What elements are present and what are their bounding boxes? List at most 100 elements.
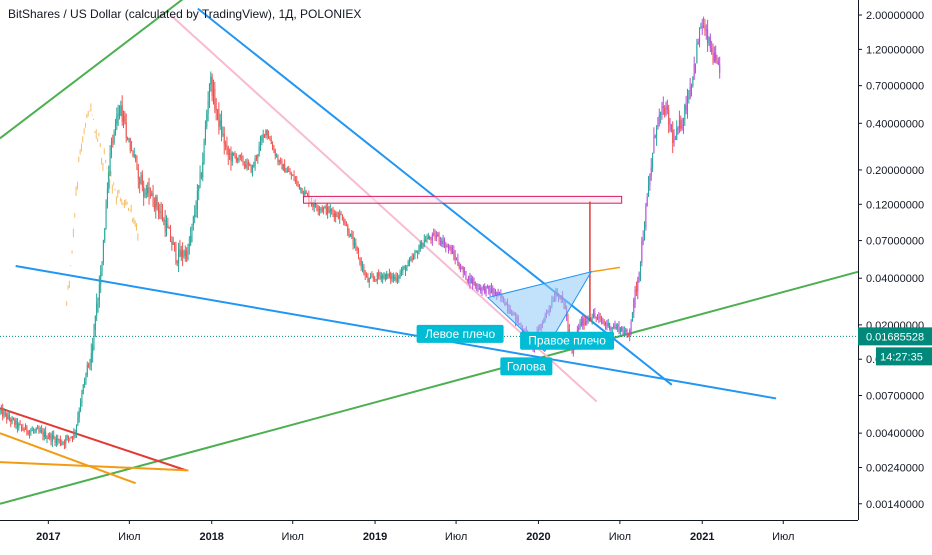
candle-body — [323, 207, 325, 211]
candle-body — [26, 425, 28, 432]
candle-body — [58, 439, 60, 441]
candle-body — [418, 249, 420, 255]
candle-body — [47, 437, 49, 439]
candle-body — [429, 236, 431, 239]
candle-body — [360, 260, 362, 268]
candle-body — [441, 240, 443, 245]
candle-body — [239, 155, 241, 157]
candle-body — [407, 261, 409, 267]
pattern-annotation-box — [520, 331, 615, 350]
candle-body — [351, 233, 353, 237]
candle-body — [478, 287, 480, 290]
y-tick-label: 2.00000000 — [866, 10, 924, 22]
candle-body — [289, 171, 291, 175]
candle-body — [178, 248, 180, 263]
candle-body — [296, 180, 298, 182]
candle-body — [645, 206, 647, 229]
candle-body — [57, 438, 59, 441]
candle-body — [151, 193, 153, 196]
candle-body — [69, 437, 71, 439]
candle-body — [191, 224, 193, 236]
candle-body — [167, 223, 169, 229]
candle-body — [610, 327, 612, 330]
candle-body — [128, 138, 130, 140]
candle-body — [106, 188, 108, 206]
candle-body — [59, 439, 61, 444]
candle-body — [3, 412, 5, 417]
candle-body — [165, 223, 167, 232]
drawing-tools-layer — [0, 0, 859, 505]
candle-body — [302, 193, 304, 195]
candle-body — [657, 117, 659, 128]
candle-body — [599, 317, 601, 319]
y-tick-label: 1.20000000 — [866, 44, 924, 56]
candle-body — [77, 417, 79, 425]
ghost-candle — [105, 159, 107, 164]
candle-body — [102, 240, 104, 262]
candle-body — [230, 153, 232, 162]
candle-body — [673, 139, 675, 144]
candle-body — [359, 258, 361, 261]
candle-body — [196, 190, 198, 210]
candle-body — [6, 413, 8, 420]
candle-body — [104, 228, 106, 241]
candle-body — [208, 84, 210, 101]
candle-body — [190, 235, 192, 245]
candle-body — [261, 137, 263, 141]
candle-body — [183, 255, 185, 257]
candle-body — [461, 267, 463, 270]
candle-body — [703, 26, 705, 28]
ghost-candle — [67, 285, 69, 290]
x-tick-label: Июл — [118, 531, 140, 543]
candle-body — [370, 276, 372, 279]
candle-body — [124, 115, 126, 123]
candle-body — [180, 250, 182, 257]
candle-body — [402, 268, 404, 272]
candle-body — [621, 327, 623, 331]
candle-body — [203, 140, 205, 162]
last-price-badge — [858, 327, 932, 346]
candle-body — [251, 166, 253, 173]
candle-body — [195, 209, 197, 215]
candle-body — [447, 245, 449, 249]
y-tick-label: 0.20000000 — [866, 165, 924, 177]
candle-body — [492, 288, 494, 293]
candle-body — [305, 191, 307, 194]
candle-body — [449, 247, 451, 249]
candle-body — [356, 246, 358, 252]
candle-body — [211, 76, 213, 97]
candle-body — [380, 275, 382, 279]
candle-body — [711, 48, 713, 52]
candle-body — [400, 271, 402, 273]
candle-body — [312, 204, 314, 207]
ghost-candle — [137, 233, 139, 241]
candle-body — [229, 153, 231, 155]
candle-body — [437, 234, 439, 236]
candle-body — [630, 321, 632, 331]
candle-body — [171, 240, 173, 245]
candle-body — [594, 313, 596, 317]
candle-body — [15, 420, 17, 425]
candle-body — [278, 160, 280, 162]
candle-body — [257, 154, 259, 159]
ghost-candle — [70, 265, 72, 267]
candle-body — [247, 162, 249, 165]
candle-body — [641, 241, 643, 263]
x-tick-label: Июл — [445, 531, 467, 543]
candle-body — [652, 152, 654, 168]
candle-body — [294, 180, 296, 182]
candle-body — [719, 64, 721, 73]
candle-body — [646, 196, 648, 207]
ghost-candle — [130, 204, 132, 213]
candle-body — [90, 353, 92, 364]
candle-body — [695, 63, 697, 65]
ghost-candle — [101, 157, 103, 165]
candle-body — [626, 329, 628, 334]
candle-body — [242, 157, 244, 164]
candle-body — [476, 284, 478, 286]
candle-body — [133, 154, 135, 156]
candle-body — [84, 381, 86, 385]
candle-body — [358, 251, 360, 259]
